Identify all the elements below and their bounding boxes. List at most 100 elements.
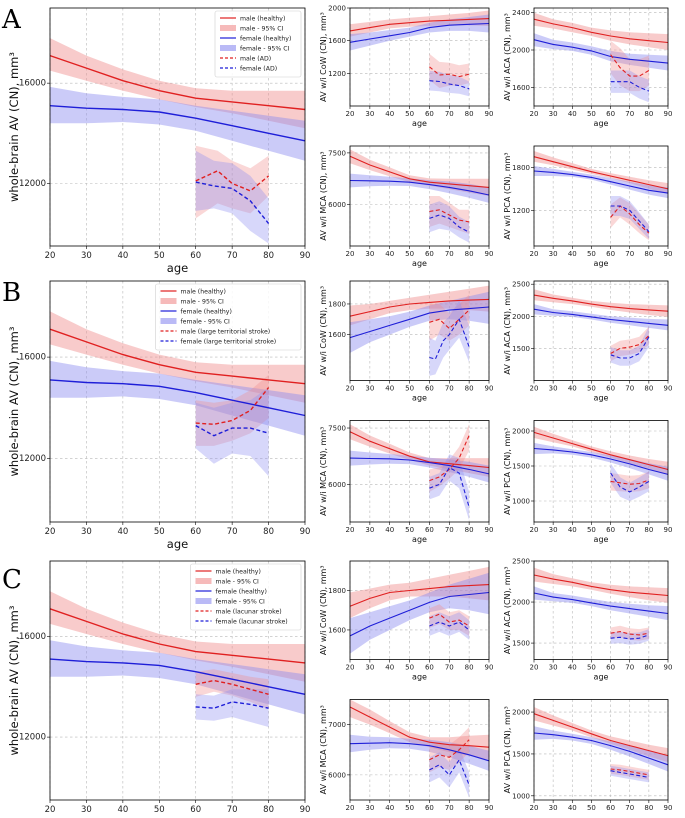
x-tick-label: 40	[385, 110, 394, 118]
y-axis-label: AV w/i ACA (CN), mm³	[503, 13, 512, 101]
x-tick-label: 70	[625, 526, 634, 534]
x-tick-label: 40	[568, 385, 577, 393]
legend-swatch	[195, 578, 212, 584]
ci-band-disease-male	[429, 53, 470, 88]
x-tick-label: 90	[485, 385, 494, 393]
chart-b-whole: 20 30 40 50 60 70 80 90 12000 16000 age whole-brain…	[7, 280, 310, 551]
x-tick-label: 60	[606, 385, 615, 393]
x-tick-label: 70	[625, 804, 634, 812]
plot-frame	[533, 7, 669, 107]
x-tick-label: 90	[664, 526, 673, 534]
panel-letter-b: B	[2, 278, 21, 308]
x-tick-label: 30	[365, 664, 374, 672]
x-tick-label: 40	[385, 250, 394, 258]
x-tick-label: 80	[465, 804, 474, 812]
legend-entry: female - 95% CI	[216, 599, 266, 606]
y-tick-label: 6000	[328, 201, 346, 209]
x-tick-label: 80	[644, 250, 653, 258]
x-axis-label: age	[594, 394, 609, 403]
x-tick-label: 70	[227, 527, 238, 537]
x-tick-label: 60	[425, 664, 434, 672]
x-tick-label: 80	[465, 250, 474, 258]
x-axis-label: age	[594, 119, 609, 128]
series-line-healthy-male	[349, 584, 490, 607]
y-tick-label: 1600	[328, 626, 346, 634]
chart-c-mca: 203040506070809060007000ageAV w/i MCA (C…	[319, 699, 493, 818]
series-line-disease-female	[429, 758, 470, 786]
x-tick-label: 70	[445, 526, 454, 534]
legend: male (healthy) male - 95% CI female (healt…	[214, 10, 302, 78]
y-tick-label: 1500	[512, 345, 530, 353]
series-line-healthy-male	[49, 608, 306, 664]
series-line-healthy-female	[349, 591, 490, 637]
x-tick-label: 30	[549, 385, 558, 393]
ci-band-disease-male	[429, 604, 470, 636]
y-tick-label: 1000	[512, 792, 530, 800]
legend-entry: male (large territorial stroke)	[181, 329, 271, 336]
ci-band-disease-female	[610, 463, 649, 501]
series-line-disease-male	[610, 631, 649, 636]
x-tick-label: 40	[117, 527, 128, 537]
x-axis-label: age	[412, 119, 427, 128]
plot-frame	[533, 280, 669, 381]
ci-band-healthy-female	[534, 304, 668, 331]
ci-band-healthy-male	[534, 567, 668, 603]
x-tick-label: 20	[530, 526, 539, 534]
ci-band-healthy-male	[350, 285, 489, 326]
x-axis-label: age	[412, 535, 427, 544]
x-tick-label: 20	[346, 250, 355, 258]
plot-frame	[349, 560, 490, 660]
x-tick-label: 40	[385, 664, 394, 672]
series-line-healthy-male	[533, 18, 669, 44]
ci-band-disease-female	[195, 150, 269, 244]
plot-frame	[349, 699, 490, 801]
x-tick-label: 40	[568, 804, 577, 812]
chart-c-cow: 20 30 40 50 60 70 80 90 1600 1800 age AV w/i CoW (C…	[319, 560, 493, 682]
x-tick-label: 30	[549, 526, 558, 534]
x-axis-label: age	[594, 535, 609, 544]
y-tick-label: 7000	[328, 721, 346, 729]
y-tick-label: 16000	[19, 353, 46, 363]
x-tick-label: 60	[606, 526, 615, 534]
chart-a-mca: 20 30 40 50 60 70 80 90 6000 7500 age AV w/i MCA (C…	[319, 145, 493, 268]
plot-frame	[49, 560, 306, 801]
x-tick-label: 60	[606, 804, 615, 812]
y-tick-label: 1600	[512, 84, 530, 92]
y-tick-label: 16000	[19, 632, 46, 642]
y-tick-label: 2000	[512, 313, 530, 321]
legend-swatch	[220, 25, 236, 31]
x-tick-label: 70	[625, 110, 634, 118]
legend-entry: male - 95% CI	[240, 26, 284, 33]
ci-band-healthy-female	[50, 86, 305, 161]
series-line-healthy-female	[349, 179, 490, 196]
y-tick-label: 6000	[328, 481, 346, 489]
x-tick-label: 30	[549, 250, 558, 258]
y-tick-label: 1800	[328, 587, 346, 595]
ci-band-healthy-female	[350, 572, 489, 654]
legend-entry: female - 95% CI	[181, 319, 231, 326]
y-tick-label: 2000	[512, 428, 530, 436]
x-tick-label: 40	[568, 250, 577, 258]
x-tick-label: 60	[425, 385, 434, 393]
x-tick-label: 80	[263, 251, 274, 261]
series-line-healthy-female	[349, 742, 490, 762]
y-tick-label: 1800	[512, 164, 530, 172]
legend-swatch	[160, 318, 177, 324]
x-tick-label: 60	[425, 110, 434, 118]
x-tick-label: 30	[549, 804, 558, 812]
legend-entry: female (healthy)	[216, 589, 267, 596]
x-tick-label: 40	[117, 251, 128, 261]
series-line-healthy-female	[533, 447, 669, 475]
series-line-disease-male	[429, 435, 470, 482]
ci-band-disease-female	[195, 387, 269, 477]
x-tick-label: 30	[549, 664, 558, 672]
x-tick-label: 30	[81, 251, 92, 261]
ci-band-disease-female	[429, 747, 470, 798]
x-tick-label: 80	[263, 527, 274, 537]
series-line-healthy-male	[49, 54, 306, 111]
legend-entry: female (AD)	[240, 66, 277, 73]
x-tick-label: 80	[465, 385, 474, 393]
x-tick-label: 20	[346, 804, 355, 812]
x-tick-label: 40	[385, 385, 394, 393]
